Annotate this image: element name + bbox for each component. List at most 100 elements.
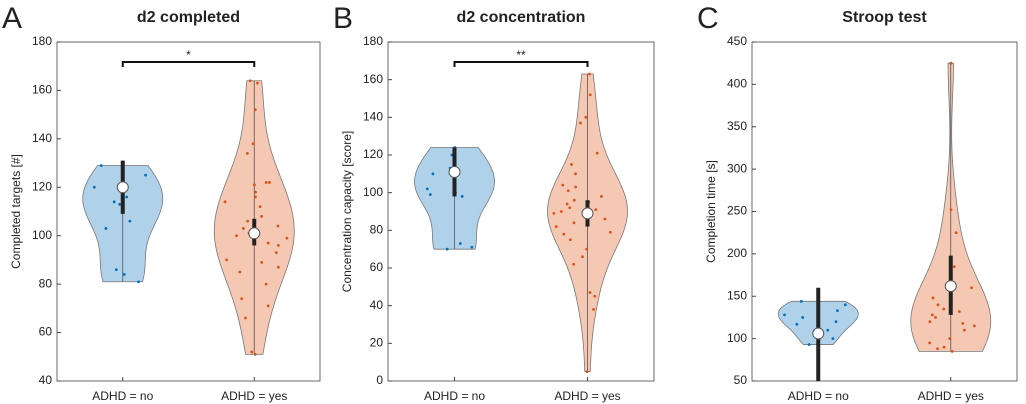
x-tick-label: ADHD = yes	[221, 389, 287, 403]
data-point	[581, 255, 584, 259]
data-point	[931, 296, 935, 300]
data-point	[92, 185, 96, 189]
data-point	[826, 328, 830, 332]
data-point	[248, 79, 252, 83]
data-point	[225, 258, 228, 262]
x-tick-label: ADHD = yes	[554, 389, 620, 403]
data-point	[572, 262, 576, 266]
data-point	[574, 185, 577, 189]
data-point	[949, 208, 953, 212]
data-point	[254, 195, 257, 199]
data-point	[276, 265, 280, 269]
data-point	[585, 247, 589, 251]
median	[944, 280, 957, 293]
data-point	[104, 227, 108, 230]
median	[581, 207, 594, 220]
data-point	[928, 341, 932, 345]
data-point	[112, 200, 116, 204]
data-point	[807, 343, 811, 346]
data-point	[276, 224, 280, 228]
data-point	[137, 280, 140, 284]
data-point	[552, 211, 556, 215]
data-point	[258, 205, 262, 209]
data-point	[565, 202, 569, 206]
data-point	[260, 260, 264, 264]
y-tick-label: 350	[727, 119, 747, 133]
x-tick-label: ADHD = no	[92, 389, 153, 403]
y-tick-label: 0	[376, 373, 383, 387]
data-point	[118, 202, 122, 206]
y-axis-label: Concentration capacity [score]	[340, 131, 354, 292]
data-point	[603, 217, 607, 221]
data-point	[942, 307, 946, 311]
data-point	[445, 247, 449, 251]
y-tick-label: 140	[363, 110, 383, 124]
y-tick-label: 140	[32, 131, 52, 145]
data-point	[256, 81, 259, 85]
data-point	[460, 195, 464, 198]
y-tick-label: 40	[39, 373, 53, 387]
significance-label: **	[516, 48, 526, 62]
data-point	[223, 200, 227, 204]
data-point	[268, 181, 271, 184]
data-point	[961, 321, 965, 325]
data-point	[144, 173, 148, 177]
data-point	[588, 93, 592, 97]
chart-title: Stroop test	[842, 9, 927, 26]
data-point	[843, 303, 847, 307]
data-point	[274, 251, 278, 255]
data-point	[942, 345, 946, 349]
data-point	[114, 268, 118, 272]
data-point	[608, 230, 612, 234]
data-point	[595, 151, 599, 155]
panel-label: A	[2, 2, 22, 35]
data-point	[957, 310, 961, 313]
data-point	[238, 270, 242, 274]
data-point	[972, 324, 976, 328]
data-point	[240, 297, 244, 301]
data-point	[948, 337, 952, 341]
y-axis-label: Completed targets [#]	[9, 154, 23, 269]
data-point	[246, 219, 250, 223]
y-tick-label: 120	[363, 147, 383, 161]
data-point	[285, 236, 289, 240]
y-tick-label: 300	[727, 161, 747, 175]
data-point	[795, 322, 799, 326]
data-point	[934, 316, 937, 319]
significance-label: *	[186, 48, 191, 62]
y-tick-label: 250	[727, 204, 747, 218]
data-point	[954, 231, 958, 235]
data-point	[250, 350, 254, 354]
data-point	[251, 142, 255, 146]
median	[116, 181, 129, 194]
data-point	[253, 183, 256, 187]
y-tick-label: 450	[727, 34, 747, 48]
data-point	[245, 151, 249, 155]
y-tick-label: 50	[734, 373, 748, 387]
y-tick-label: 100	[32, 228, 52, 242]
data-point	[588, 72, 591, 76]
data-point	[578, 121, 582, 125]
data-point	[836, 309, 839, 313]
plot-frame	[387, 41, 655, 382]
data-point	[592, 308, 595, 311]
data-point	[588, 291, 592, 294]
y-tick-label: 150	[727, 288, 747, 302]
data-point	[254, 190, 257, 194]
data-point	[962, 328, 966, 332]
y-tick-label: 160	[32, 83, 52, 97]
data-point	[242, 227, 245, 230]
data-point	[566, 189, 570, 193]
chart-title: d2 completed	[137, 9, 240, 26]
y-tick-label: 80	[39, 276, 53, 290]
y-tick-label: 60	[370, 260, 384, 274]
y-tick-label: 180	[32, 34, 52, 48]
y-tick-label: 160	[363, 72, 383, 86]
chart-title: d2 concentration	[457, 9, 586, 26]
data-point	[458, 242, 462, 245]
y-tick-label: 100	[727, 331, 747, 345]
data-point	[799, 299, 803, 303]
data-point	[952, 265, 956, 268]
data-point	[253, 108, 257, 112]
data-point	[264, 181, 268, 184]
